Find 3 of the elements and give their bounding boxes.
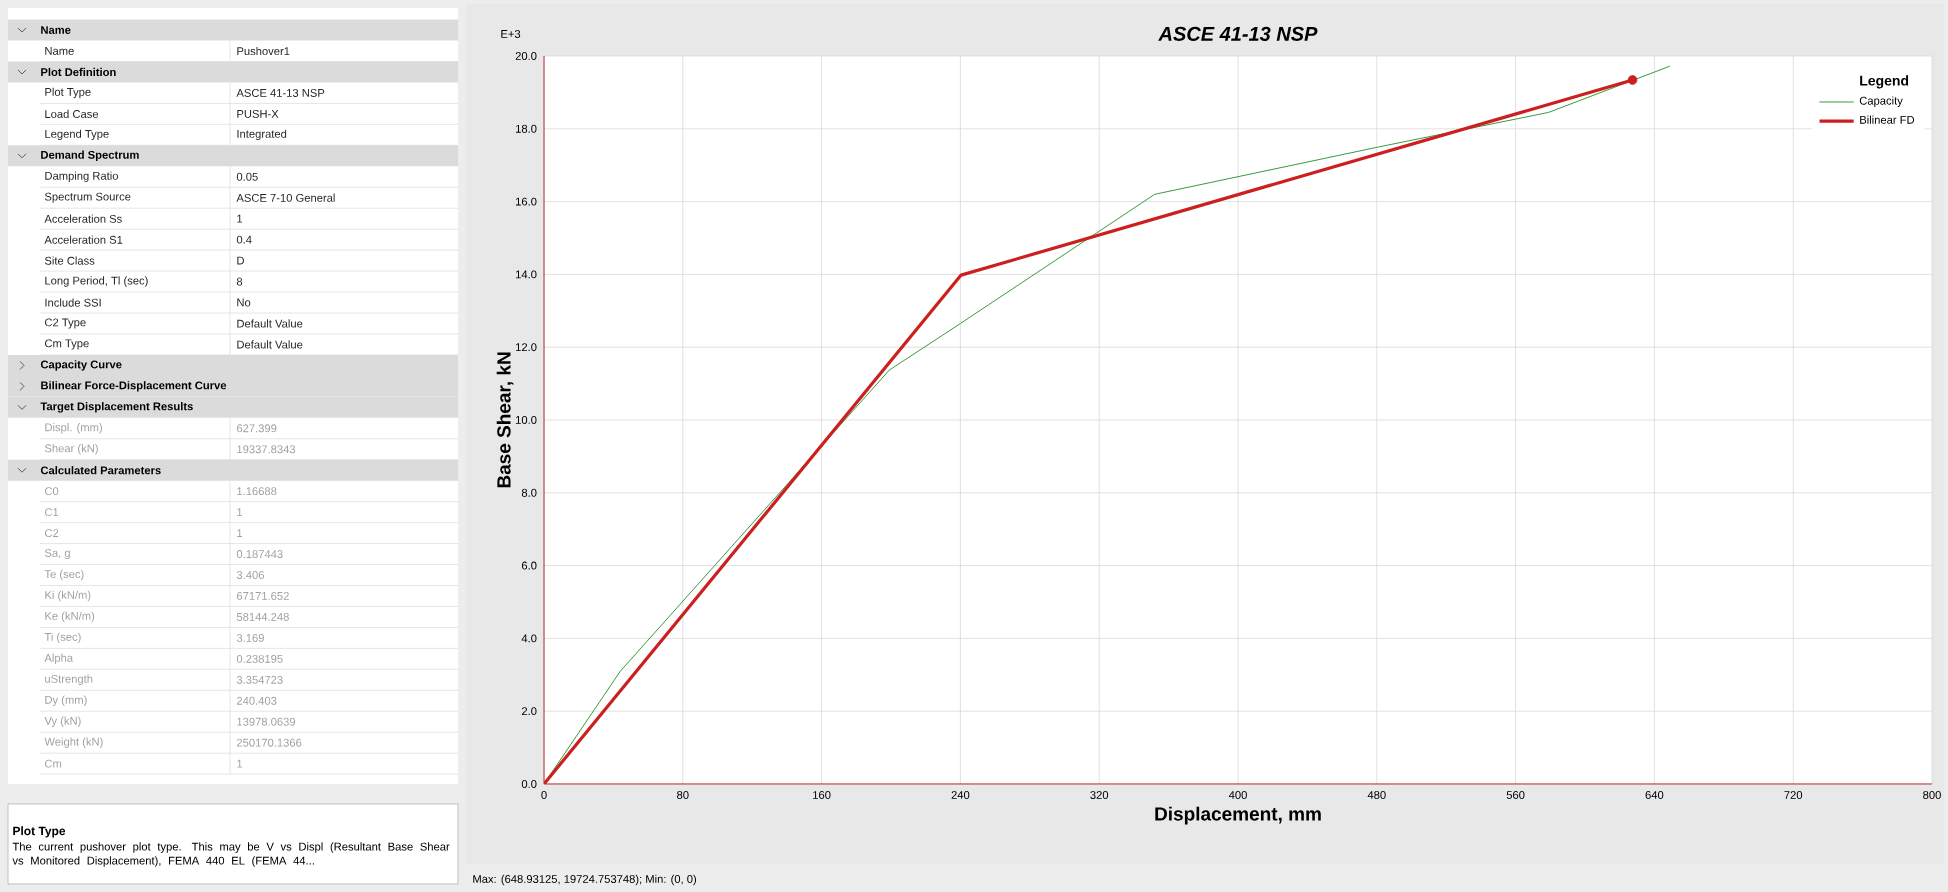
x-axis-title: Displacement, mm bbox=[1155, 806, 1321, 825]
chart-title: ASCE 41-13 NSP bbox=[1158, 26, 1318, 41]
y-axis-title: Base Shear, kN bbox=[496, 352, 514, 488]
